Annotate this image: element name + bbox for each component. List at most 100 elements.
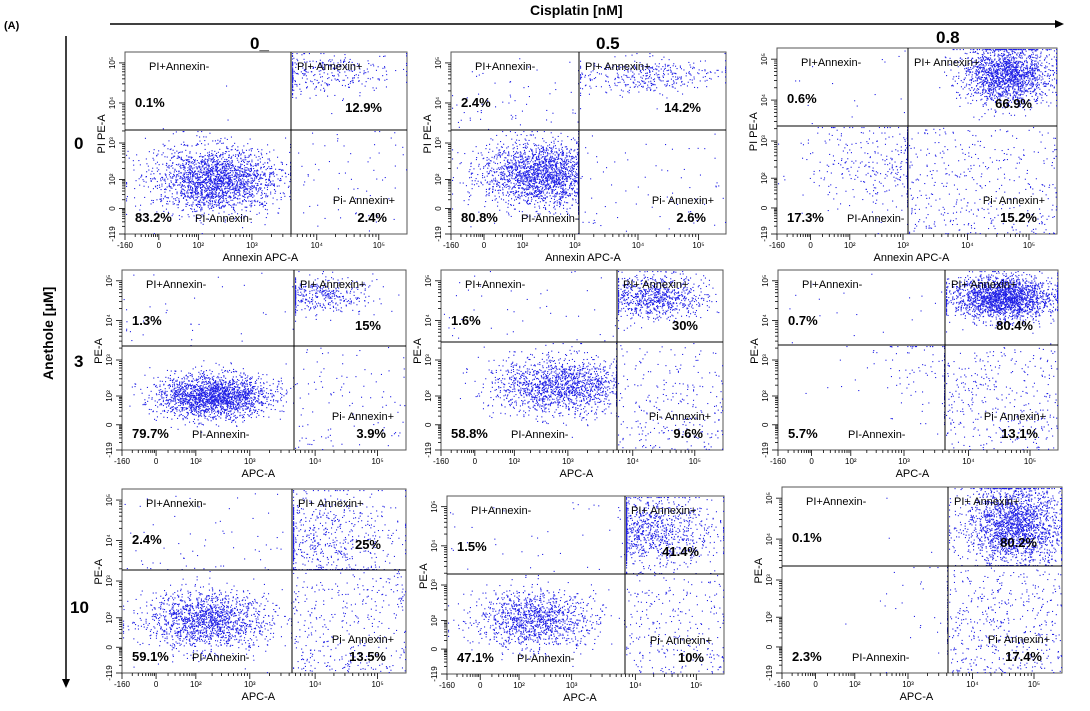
y-axis-title: PE-A (749, 338, 761, 364)
x-tick-label: 10⁵ (371, 680, 383, 689)
x-tick-label: 0 (482, 241, 487, 250)
x-tick-label: 0 (473, 457, 478, 466)
y-tick-label: 0 (434, 206, 443, 211)
x-tick-label: 0 (808, 241, 813, 250)
y-tick-label: 10³ (108, 137, 117, 149)
x-tick-label: 10² (190, 457, 202, 466)
quadrant-name-lr: Pi- Annexin+ (984, 411, 1046, 423)
y-tick-label: -119 (424, 442, 433, 458)
x-tick-label: 10⁴ (627, 457, 640, 466)
y-tick-label: 10⁵ (761, 275, 770, 287)
quadrant-name-ur: PI+ Annexin+ (954, 496, 1019, 508)
quadrant-percent-ur: 15% (355, 318, 381, 333)
x-tick-label: 10⁴ (311, 241, 324, 250)
quadrant-name-ll: PI-Annexin- (517, 653, 575, 665)
y-tick-label: 10² (424, 390, 433, 402)
y-tick-label: 10² (761, 390, 770, 402)
y-tick-label: 10² (105, 612, 114, 624)
x-tick-label: 10³ (562, 457, 574, 466)
quadrant-percent-ul: 0.7% (788, 313, 818, 328)
row-label-0: 0 (74, 134, 83, 154)
quadrant-percent-ur: 25% (355, 537, 381, 552)
x-tick-label: 10⁵ (371, 457, 383, 466)
quadrant-percent-ul: 0.6% (787, 91, 817, 106)
quadrant-name-ur: PI+ Annexin+ (298, 498, 363, 510)
y-axis-title: PE-A (418, 563, 430, 589)
x-tick-label: 10² (517, 241, 529, 250)
quadrant-percent-ll: 79.7% (132, 426, 169, 441)
quadrant-percent-ll: 17.3% (787, 210, 824, 225)
x-tick-label: 10² (513, 681, 525, 690)
quadrant-name-lr: Pi- Annexin+ (650, 635, 712, 647)
column-label-1: 0.5 (596, 34, 620, 54)
quadrant-name-lr: Pi- Annexin+ (983, 195, 1045, 207)
y-tick-label: 10³ (765, 574, 774, 586)
quadrant-name-ur: PI+ Annexin+ (631, 505, 696, 517)
quadrant-name-ul: PI+Annexin- (465, 279, 526, 291)
y-tick-label: -119 (108, 226, 117, 242)
x-tick-label: 0 (813, 680, 818, 689)
y-tick-label: 10³ (434, 137, 443, 149)
quadrant-percent-lr: 10% (678, 650, 704, 665)
y-tick-label: -119 (760, 226, 769, 242)
y-tick-label: 0 (108, 206, 117, 211)
y-tick-label: 10³ (105, 354, 114, 366)
event-dots (123, 271, 406, 451)
quadrant-percent-lr: 2.6% (676, 210, 706, 225)
axis-ticks (116, 499, 379, 679)
x-tick-label: -160 (433, 457, 450, 466)
x-tick-label: 10⁵ (689, 457, 701, 466)
x-axis-title: Annexin APC-A (545, 252, 621, 264)
y-axis-title: PE-A (753, 557, 765, 583)
facs-panel-2: PI+Annexin- PI+ Annexin+ PI-Annexin- Pi- An… (748, 47, 1058, 264)
quadrant-percent-ul: 0.1% (135, 95, 165, 110)
y-tick-label: 10² (105, 390, 114, 402)
facs-panel-0: PI+Annexin- PI+ Annexin+ PI-Annexin- Pi- An… (96, 51, 408, 264)
event-dots (123, 490, 407, 674)
event-dots (778, 49, 1058, 235)
quadrant-name-ul: PI+Annexin- (471, 505, 532, 517)
quadrant-name-ll: PI-Annexin- (195, 213, 253, 225)
y-tick-label: 10⁵ (105, 275, 114, 287)
x-tick-label: 10³ (244, 457, 256, 466)
quadrant-name-ul: PI+Annexin- (146, 279, 207, 291)
quadrant-percent-ll: 5.7% (788, 426, 818, 441)
x-tick-label: 10⁵ (692, 241, 704, 250)
x-tick-label: 10² (509, 457, 521, 466)
x-axis-title: APC-A (560, 468, 594, 480)
plot-frame (440, 269, 724, 451)
x-tick-label: -160 (114, 457, 131, 466)
x-tick-label: 10³ (244, 680, 256, 689)
x-tick-label: 0 (478, 681, 483, 690)
x-tick-label: 0 (809, 457, 814, 466)
event-dots (448, 497, 725, 675)
y-tick-label: -119 (430, 666, 439, 682)
quadrant-name-ul: PI+Annexin- (146, 498, 207, 510)
row-label-1: 3 (74, 352, 83, 372)
y-tick-label: 10⁵ (765, 492, 774, 504)
quadrant-percent-lr: 3.9% (356, 426, 386, 441)
x-tick-label: 10⁵ (1024, 457, 1036, 466)
x-tick-label: 10⁴ (309, 457, 322, 466)
x-tick-label: 10³ (246, 241, 258, 250)
y-axis-title: PE-A (93, 558, 105, 584)
x-tick-label: 10⁴ (961, 241, 974, 250)
axis-ticks (771, 58, 1030, 240)
y-tick-label: 10⁴ (434, 96, 443, 109)
quadrant-name-lr: Pi- Annexin+ (333, 195, 395, 207)
y-tick-label: 10² (760, 172, 769, 184)
x-tick-label: -160 (114, 680, 131, 689)
y-tick-label: 0 (761, 422, 770, 427)
y-tick-label: 10⁴ (765, 532, 774, 545)
axis-ticks (119, 62, 380, 240)
x-tick-label: -160 (439, 681, 456, 690)
axis-ticks (776, 497, 1035, 679)
quadrant-name-ll: PI-Annexin- (192, 429, 250, 441)
x-tick-label: 10⁵ (690, 681, 702, 690)
x-axis-title: APC-A (896, 468, 930, 480)
facs-panel-6: PI+Annexin- PI+ Annexin+ PI-Annexin- Pi- An… (93, 488, 407, 703)
y-tick-label: -119 (761, 442, 770, 458)
y-tick-label: 10⁵ (760, 53, 769, 65)
axis-ticks (116, 280, 379, 456)
